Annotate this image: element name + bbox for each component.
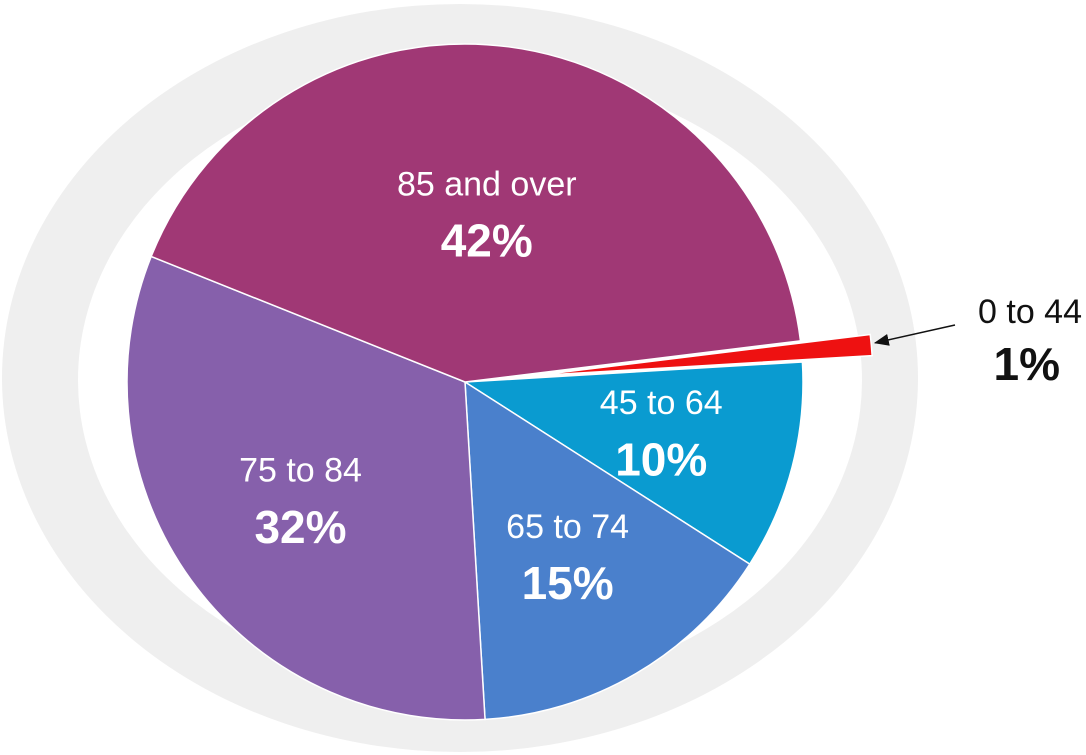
pie-slice xyxy=(126,255,486,721)
slice-label: 45 to 64 xyxy=(600,384,723,422)
slice-value-label: 10% xyxy=(615,433,707,485)
pie-slice xyxy=(464,380,751,721)
slice-value-label: 32% xyxy=(254,501,346,553)
slice-value-label: 15% xyxy=(522,557,614,609)
slice-value-label: 1% xyxy=(994,338,1060,390)
slice-label: 0 to 44 xyxy=(978,293,1082,331)
slice-label: 65 to 74 xyxy=(506,508,629,546)
pie-slice xyxy=(534,333,873,377)
pie-slice xyxy=(462,361,804,566)
slice-label: 75 to 84 xyxy=(239,452,362,490)
pie-slice xyxy=(150,43,802,383)
slice-value-label: 42% xyxy=(441,215,533,267)
callout-arrow xyxy=(873,324,956,346)
slice-label: 85 and over xyxy=(397,165,577,203)
